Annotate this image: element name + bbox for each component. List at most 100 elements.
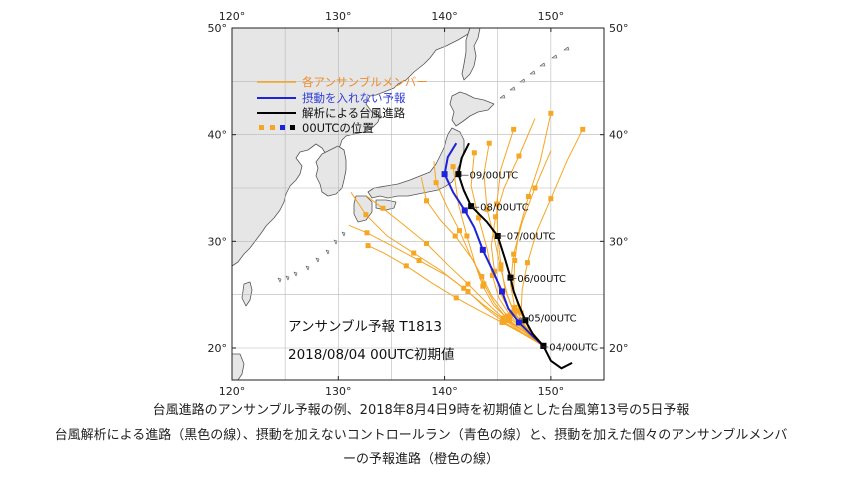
ensemble-position-marker: [512, 304, 518, 310]
legend-position-marker-ensemble: [259, 125, 264, 130]
lon-tick-label-bottom: 140°: [431, 385, 458, 398]
date-label: 07/00UTC: [507, 232, 556, 243]
land-asian-mainland: [232, 28, 471, 267]
analysis-position-marker: [507, 274, 514, 281]
forecast-init-time: 2018/08/04 00UTC初期値: [288, 346, 455, 363]
ensemble-position-marker: [498, 266, 504, 272]
control-position-marker: [479, 246, 486, 253]
lon-tick-label-bottom: 150°: [538, 385, 565, 398]
legend-position-marker-ensemble-2: [270, 125, 275, 130]
ensemble-position-marker: [479, 274, 485, 280]
date-label: 09/00UTC: [470, 171, 519, 182]
ensemble-position-marker: [524, 260, 530, 266]
lon-tick-label-top: 120°: [219, 10, 246, 23]
control-position-marker: [461, 207, 468, 214]
date-labels: 04/00UTC 05/00UTC 06/00UTC 07/00UTC 08/00UTC…: [460, 171, 598, 353]
ensemble-member-track: [350, 192, 544, 347]
forecast-title: アンサンブル予報 T1813: [288, 318, 442, 335]
legend-control-label: 摂動を入れない予報: [302, 91, 406, 105]
ensemble-position-marker: [548, 110, 554, 116]
ensemble-position-marker: [484, 206, 490, 212]
land-taiwan: [241, 281, 253, 307]
ensemble-position-marker: [498, 262, 504, 268]
ensemble-member-track: [509, 150, 552, 347]
ensemble-position-marker: [380, 205, 386, 211]
ensemble-position-marker: [363, 212, 369, 218]
ensemble-position-marker: [492, 268, 498, 274]
ensemble-position-marker: [512, 311, 518, 317]
typhoon-tracks: [348, 110, 586, 370]
lat-tick-label-right: 50°: [609, 22, 629, 35]
legend: 各アンサンブルメンバー 摂動を入れない予報 解析による台風進路 00UTCの位置: [257, 75, 428, 135]
legend-position-label: 00UTCの位置: [302, 121, 374, 135]
ensemble-position-marker: [453, 295, 459, 301]
ensemble-position-marker: [499, 319, 505, 325]
land-luzon: [232, 353, 245, 380]
ensemble-position-marker: [411, 250, 417, 256]
lon-tick-label-top: 130°: [325, 10, 352, 23]
ensemble-position-marker: [512, 258, 518, 264]
ensemble-position-marker: [486, 140, 492, 146]
ensemble-position-marker: [464, 233, 470, 239]
ensemble-position-marker: [548, 196, 554, 202]
analysis-position-marker: [468, 203, 475, 210]
ensemble-position-marker: [516, 308, 522, 314]
ensemble-position-marker: [424, 198, 430, 204]
land-kuril-islands: [499, 46, 570, 99]
ensemble-position-marker: [461, 285, 467, 291]
ensemble-position-marker: [452, 233, 458, 239]
ensemble-position-marker: [500, 315, 506, 321]
lat-tick-label-right: 40°: [609, 129, 629, 142]
lat-tick-label-right: 30°: [609, 235, 629, 248]
ensemble-position-marker: [424, 240, 430, 246]
ensemble-position-marker: [471, 150, 477, 156]
ensemble-position-marker: [465, 281, 471, 287]
ensemble-member-track: [365, 195, 544, 347]
ensemble-position-marker: [465, 288, 471, 294]
lat-tick-label-right: 20°: [609, 342, 629, 355]
ensemble-position-marker: [450, 164, 456, 170]
lon-tick-label-bottom: 120°: [219, 385, 246, 398]
ensemble-position-marker: [416, 258, 422, 264]
map-grid: [232, 28, 604, 380]
ensemble-position-marker: [476, 215, 482, 221]
ensemble-position-marker: [511, 251, 517, 257]
land-hokkaido: [449, 91, 495, 127]
caption-line-1: 台風進路のアンサンブル予報の例、2018年8月4日9時を初期値とした台風第13号…: [152, 403, 690, 418]
legend-position-marker-analysis: [290, 125, 295, 130]
lat-tick-label-left: 50°: [208, 22, 228, 35]
ensemble-position-marker: [505, 317, 511, 323]
control-position-marker: [441, 171, 448, 178]
date-label: 08/00UTC: [480, 203, 529, 214]
map-frame: [231, 27, 605, 381]
legend-ensemble-label: 各アンサンブルメンバー: [302, 75, 428, 89]
lat-tick-label-left: 30°: [208, 235, 228, 248]
caption-line-3: ーの予報進路（橙色の線）: [342, 452, 499, 467]
ensemble-position-marker: [364, 230, 370, 236]
analysis-position-marker: [540, 342, 547, 349]
land-sakhalin: [461, 28, 481, 81]
ensemble-position-marker: [489, 272, 495, 278]
legend-analysis-label: 解析による台風進路: [302, 106, 406, 120]
ensemble-member-track: [420, 177, 544, 347]
caption-line-2: 台風解析による進路（黒色の線）、摂動を加えないコントロールラン（青色の線）と、摂…: [54, 428, 788, 443]
legend-position-marker-control: [280, 125, 285, 130]
ensemble-position-marker: [365, 243, 371, 249]
ensemble-position-marker: [511, 126, 517, 132]
ensemble-position-marker: [526, 194, 532, 200]
date-label: 06/00UTC: [517, 274, 566, 285]
map-axes: 120° 120° 130° 130° 140° 140° 150° 150° 20° 20° 30…: [208, 10, 629, 398]
analysis-position-marker: [455, 171, 462, 178]
ensemble-position-marker: [403, 263, 409, 269]
lat-tick-label-left: 40°: [208, 129, 228, 142]
lat-tick-label-left: 20°: [208, 342, 228, 355]
analysis-position-marker: [522, 317, 529, 324]
date-label: 05/00UTC: [528, 314, 577, 325]
lon-tick-label-top: 150°: [538, 10, 565, 23]
ensemble-position-marker: [504, 313, 510, 319]
lon-tick-label-top: 140°: [431, 10, 458, 23]
land-honshu: [367, 127, 465, 199]
ensemble-position-marker: [494, 201, 500, 207]
ensemble-position-marker: [516, 153, 522, 159]
